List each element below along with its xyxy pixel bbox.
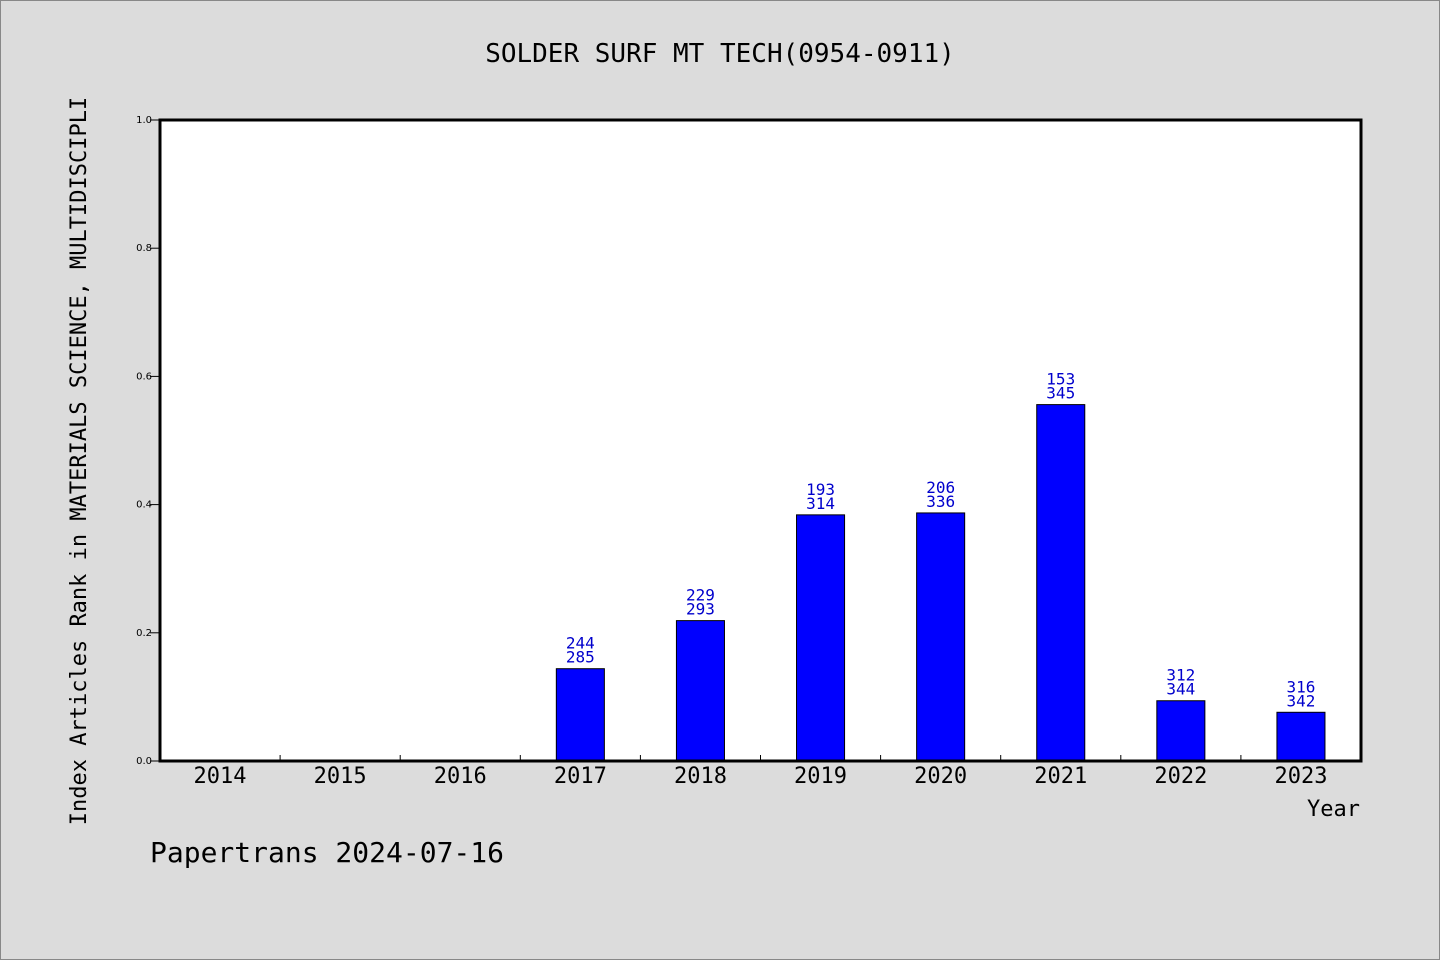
bar-rank-label: 193 xyxy=(806,480,835,499)
bar-total-label: 293 xyxy=(686,600,715,619)
bar-rank-label: 244 xyxy=(566,634,595,653)
bar-total-label: 345 xyxy=(1046,384,1075,403)
footer-credit: Papertrans 2024-07-16 xyxy=(150,836,504,869)
y-tick-label: 0.6 xyxy=(136,371,152,382)
plot-border xyxy=(158,118,1363,763)
x-tick-label: 2014 xyxy=(194,764,247,789)
bar xyxy=(675,620,725,762)
y-tick-label: 0.0 xyxy=(136,756,152,767)
y-tick-label: 0.8 xyxy=(136,243,152,254)
bar-series xyxy=(555,404,1326,762)
x-tick-label: 2023 xyxy=(1274,764,1327,789)
bar-rank-label: 206 xyxy=(926,478,955,497)
x-tick-label: 2016 xyxy=(434,764,487,789)
y-tick-label: 1.0 xyxy=(136,115,152,126)
x-tick-label: 2019 xyxy=(794,764,847,789)
y-axis-title: Index Articles Rank in MATERIALS SCIENCE… xyxy=(67,97,92,825)
x-tick-label: 2017 xyxy=(554,764,607,789)
bar xyxy=(1036,404,1086,762)
bar-total-label: 342 xyxy=(1286,691,1315,710)
x-axis: 2014 2015 2016 2017 2018 2019 2020 2021 2022 2023 xyxy=(194,755,1327,789)
bar xyxy=(916,512,966,762)
x-tick-label: 2020 xyxy=(914,764,967,789)
x-tick-label: 2015 xyxy=(314,764,367,789)
bar xyxy=(796,514,846,762)
bar-rank-label: 312 xyxy=(1166,666,1195,685)
bar-total-label: 314 xyxy=(806,494,835,513)
bar-total-label: 336 xyxy=(926,492,955,511)
y-tick-label: 0.2 xyxy=(136,628,152,639)
y-tick-label: 0.4 xyxy=(136,500,152,511)
y-axis: 0.0 0.2 0.4 0.6 0.8 1.0 xyxy=(136,115,160,767)
x-tick-label: 2018 xyxy=(674,764,727,789)
bar-rank-label: 153 xyxy=(1046,370,1075,389)
bar-total-label: 344 xyxy=(1166,680,1195,699)
bar-rank-label: 229 xyxy=(686,586,715,605)
bar xyxy=(1156,700,1206,762)
x-tick-label: 2022 xyxy=(1154,764,1207,789)
chart-title: SOLDER SURF MT TECH(0954-0911) xyxy=(485,39,955,69)
x-axis-title: Year xyxy=(1307,797,1360,822)
bar-total-label: 285 xyxy=(566,648,595,667)
bar-rank-label: 316 xyxy=(1286,677,1315,696)
bar xyxy=(1276,711,1326,762)
x-tick-label: 2021 xyxy=(1034,764,1087,789)
bar xyxy=(555,668,605,762)
